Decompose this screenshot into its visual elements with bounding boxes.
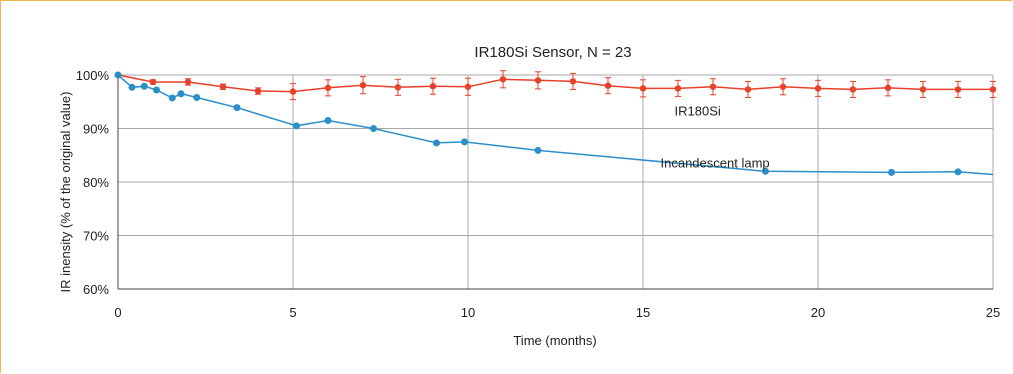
- data-point: [324, 116, 332, 124]
- x-axis-title: Time (months): [513, 333, 596, 348]
- data-point: [534, 146, 542, 154]
- grid: [117, 74, 994, 290]
- y-tick-label: 60%: [83, 282, 109, 297]
- data-point: [604, 82, 612, 89]
- x-tick-labels: 0 5 10 15 20 25: [114, 305, 1000, 320]
- data-point: [370, 125, 377, 132]
- data-point: [919, 86, 927, 93]
- data-point: [461, 138, 468, 146]
- data-point: [293, 122, 300, 130]
- annotations: IR180Si Incandescent lamp: [661, 104, 770, 171]
- data-point: [184, 78, 192, 86]
- data-point: [149, 78, 157, 86]
- data-point: [289, 88, 297, 95]
- series-annotation: Incandescent lamp: [661, 156, 770, 171]
- data-point: [639, 85, 647, 92]
- series-incandescent-lamp: [114, 71, 994, 176]
- data-point: [114, 71, 122, 79]
- y-tick-label: 100%: [76, 68, 110, 83]
- data-point: [499, 76, 507, 83]
- data-point: [128, 83, 136, 91]
- data-point: [394, 84, 402, 91]
- data-point: [762, 167, 769, 175]
- data-point: [534, 77, 542, 84]
- data-point: [888, 168, 895, 176]
- series-layer: [114, 70, 997, 176]
- y-tick-label: 80%: [83, 175, 109, 190]
- series-line-ir180si: [117, 74, 993, 93]
- data-point: [193, 93, 201, 101]
- data-point: [744, 86, 752, 93]
- series-annotation: IR180Si: [675, 104, 721, 119]
- data-point: [849, 86, 857, 93]
- x-tick-label: 25: [986, 305, 1000, 320]
- data-point: [884, 84, 892, 92]
- data-point: [429, 83, 437, 90]
- data-point: [814, 85, 822, 92]
- y-tick-labels: 60% 70% 80% 90% 100%: [76, 68, 110, 297]
- data-point: [954, 86, 962, 93]
- data-point: [989, 86, 997, 93]
- y-axis-title: IR inensity (% of the original value): [58, 92, 73, 293]
- x-tick-label: 10: [461, 305, 475, 320]
- y-tick-label: 70%: [83, 229, 109, 244]
- data-point: [359, 81, 367, 89]
- data-point: [709, 83, 717, 90]
- data-point: [219, 83, 227, 90]
- y-tick-label: 90%: [83, 122, 109, 137]
- x-tick-label: 20: [811, 305, 825, 320]
- data-point: [324, 84, 332, 92]
- data-point: [464, 83, 472, 90]
- data-point: [674, 85, 682, 92]
- x-tick-label: 15: [636, 305, 650, 320]
- data-point: [177, 90, 185, 98]
- data-point: [779, 83, 787, 90]
- series-ir180si: [114, 70, 997, 101]
- data-point: [153, 86, 160, 94]
- x-tick-label: 5: [289, 305, 296, 320]
- data-point: [140, 82, 148, 90]
- chart-title: IR180Si Sensor, N = 23: [474, 44, 631, 61]
- data-point: [254, 87, 262, 95]
- data-point: [433, 139, 440, 147]
- x-tick-label: 0: [114, 305, 121, 320]
- data-point: [569, 78, 577, 85]
- data-point: [954, 168, 962, 176]
- data-point: [168, 94, 176, 102]
- data-point: [233, 104, 241, 112]
